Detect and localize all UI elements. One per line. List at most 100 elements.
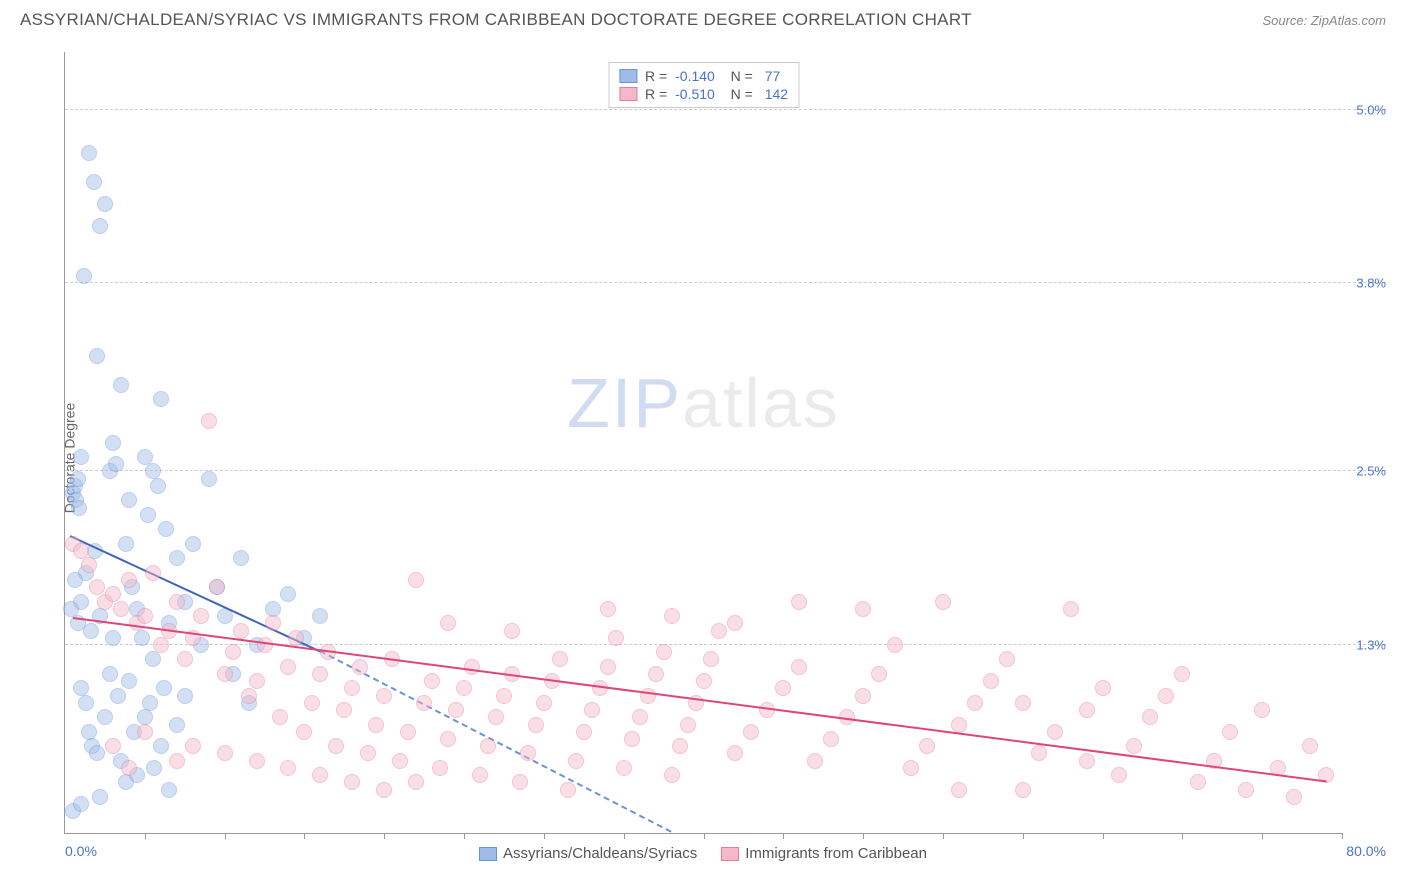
gridline	[65, 282, 1386, 283]
data-point	[73, 449, 89, 465]
y-tick-label: 2.5%	[1346, 464, 1386, 479]
data-point	[536, 695, 552, 711]
data-point	[648, 666, 664, 682]
data-point	[408, 774, 424, 790]
data-point	[113, 601, 129, 617]
data-point	[169, 717, 185, 733]
x-tick	[704, 833, 705, 839]
data-point	[1158, 688, 1174, 704]
data-point	[118, 536, 134, 552]
data-point	[528, 717, 544, 733]
data-point	[201, 471, 217, 487]
data-point	[408, 572, 424, 588]
data-point	[855, 601, 871, 617]
data-point	[92, 218, 108, 234]
data-point	[102, 666, 118, 682]
data-point	[664, 767, 680, 783]
data-point	[67, 572, 83, 588]
data-point	[1286, 789, 1302, 805]
x-axis-max-label: 80.0%	[1346, 843, 1386, 859]
data-point	[440, 731, 456, 747]
legend-r-value: -0.510	[675, 86, 715, 102]
plot-region: ZIPatlas R = -0.140 N = 77R = -0.510 N =…	[64, 52, 1342, 834]
data-point	[249, 673, 265, 689]
data-point	[552, 651, 568, 667]
source-attribution: Source: ZipAtlas.com	[1262, 13, 1386, 28]
x-tick	[1262, 833, 1263, 839]
data-point	[158, 521, 174, 537]
data-point	[105, 738, 121, 754]
data-point	[376, 782, 392, 798]
data-point	[1095, 680, 1111, 696]
data-point	[304, 695, 320, 711]
legend-stat-row: R = -0.140 N = 77	[619, 67, 788, 85]
data-point	[568, 753, 584, 769]
y-tick-label: 1.3%	[1346, 637, 1386, 652]
data-point	[89, 348, 105, 364]
legend-swatch	[721, 847, 739, 861]
data-point	[70, 471, 86, 487]
data-point	[161, 782, 177, 798]
data-point	[121, 760, 137, 776]
data-point	[1015, 695, 1031, 711]
legend-series-label: Assyrians/Chaldeans/Syriacs	[503, 845, 697, 862]
data-point	[504, 623, 520, 639]
data-point	[887, 637, 903, 653]
data-point	[73, 796, 89, 812]
data-point	[440, 615, 456, 631]
data-point	[121, 492, 137, 508]
data-point	[672, 738, 688, 754]
data-point	[217, 666, 233, 682]
data-point	[1238, 782, 1254, 798]
data-point	[312, 608, 328, 624]
chart-title: ASSYRIAN/CHALDEAN/SYRIAC VS IMMIGRANTS F…	[20, 10, 972, 30]
data-point	[967, 695, 983, 711]
data-point	[488, 709, 504, 725]
data-point	[512, 774, 528, 790]
data-point	[560, 782, 576, 798]
gridline	[65, 109, 1386, 110]
x-tick	[304, 833, 305, 839]
data-point	[624, 731, 640, 747]
data-point	[424, 673, 440, 689]
data-point	[121, 673, 137, 689]
data-point	[352, 659, 368, 675]
data-point	[935, 594, 951, 610]
data-point	[696, 673, 712, 689]
data-point	[92, 789, 108, 805]
x-tick	[145, 833, 146, 839]
data-point	[392, 753, 408, 769]
data-point	[1111, 767, 1127, 783]
data-point	[312, 767, 328, 783]
watermark-atlas: atlas	[682, 364, 840, 442]
data-point	[584, 702, 600, 718]
data-point	[1031, 745, 1047, 761]
data-point	[134, 630, 150, 646]
data-point	[272, 709, 288, 725]
data-point	[775, 680, 791, 696]
data-point	[743, 724, 759, 740]
data-point	[185, 738, 201, 754]
data-point	[727, 745, 743, 761]
watermark-zip: ZIP	[567, 364, 682, 442]
data-point	[86, 174, 102, 190]
data-point	[703, 651, 719, 667]
data-point	[177, 688, 193, 704]
data-point	[903, 760, 919, 776]
data-point	[464, 659, 480, 675]
data-point	[999, 651, 1015, 667]
data-point	[807, 753, 823, 769]
data-point	[137, 608, 153, 624]
data-point	[97, 196, 113, 212]
data-point	[400, 724, 416, 740]
data-point	[496, 688, 512, 704]
data-point	[105, 630, 121, 646]
data-point	[105, 435, 121, 451]
data-point	[360, 745, 376, 761]
data-point	[185, 536, 201, 552]
data-point	[177, 651, 193, 667]
legend-stat-row: R = -0.510 N = 142	[619, 85, 788, 103]
data-point	[1222, 724, 1238, 740]
data-point	[81, 145, 97, 161]
data-point	[97, 709, 113, 725]
